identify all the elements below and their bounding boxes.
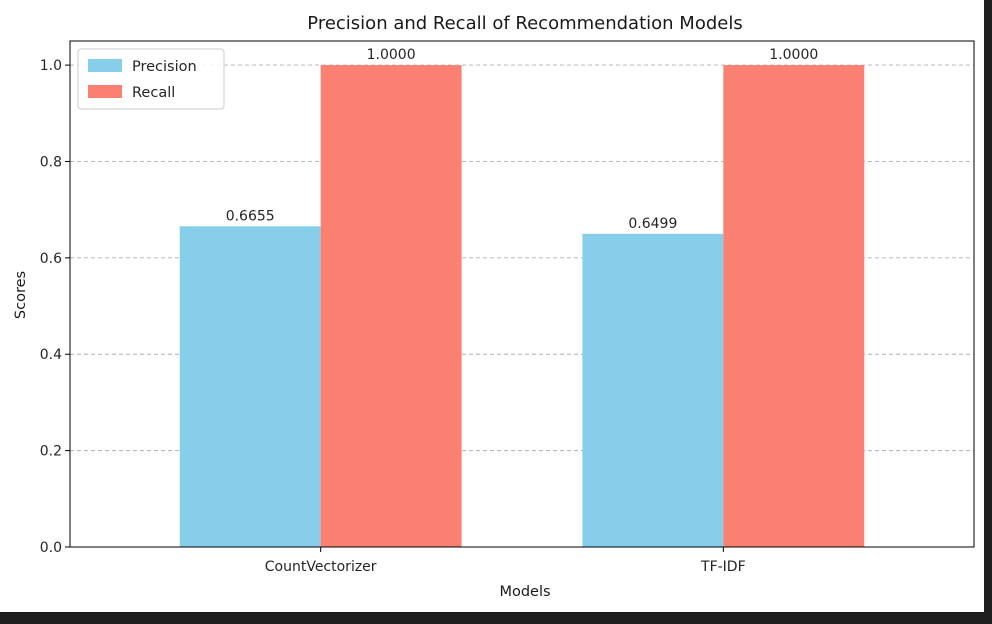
chart-figure: Precision and Recall of Recommendation M… — [0, 0, 984, 612]
y-tick-label: 0.8 — [40, 154, 62, 170]
x-tick-label: CountVectorizer — [265, 559, 377, 575]
x-axis-label: Models — [499, 584, 550, 600]
y-tick-label: 0.4 — [40, 347, 62, 363]
bars — [179, 65, 865, 548]
axes: 0.0 0.2 0.4 0.6 0.8 1.0 CountVectorizer TF-IDF — [40, 40, 975, 575]
y-tick-label: 1.0 — [40, 58, 62, 74]
legend-label: Recall — [132, 85, 175, 101]
legend-label: Precision — [132, 59, 197, 75]
legend-swatch-recall — [88, 85, 122, 98]
data-label: 1.0000 — [769, 47, 818, 63]
bar-recall-0 — [320, 65, 462, 547]
bar-precision-0 — [179, 226, 321, 548]
bar-precision-1 — [582, 233, 724, 547]
legend-swatch-precision — [88, 59, 122, 72]
y-axis-label: Scores — [13, 271, 29, 319]
data-label: 0.6499 — [628, 216, 677, 232]
chart-title: Precision and Recall of Recommendation M… — [307, 13, 742, 34]
y-tick-label: 0.0 — [40, 540, 62, 556]
plot-frame — [69, 40, 975, 548]
data-label: 1.0000 — [367, 47, 416, 63]
data-label: 0.6655 — [226, 208, 275, 224]
y-tick-label: 0.6 — [40, 251, 62, 267]
bar-recall-1 — [723, 65, 865, 547]
y-tick-label: 0.2 — [40, 444, 62, 460]
x-tick-label: TF-IDF — [700, 559, 746, 575]
bar-chart: Precision and Recall of Recommendation M… — [13, 13, 975, 600]
legend: Precision Recall — [77, 48, 225, 110]
data-labels: 0.6655 0.6499 1.0000 1.0000 — [226, 47, 819, 232]
